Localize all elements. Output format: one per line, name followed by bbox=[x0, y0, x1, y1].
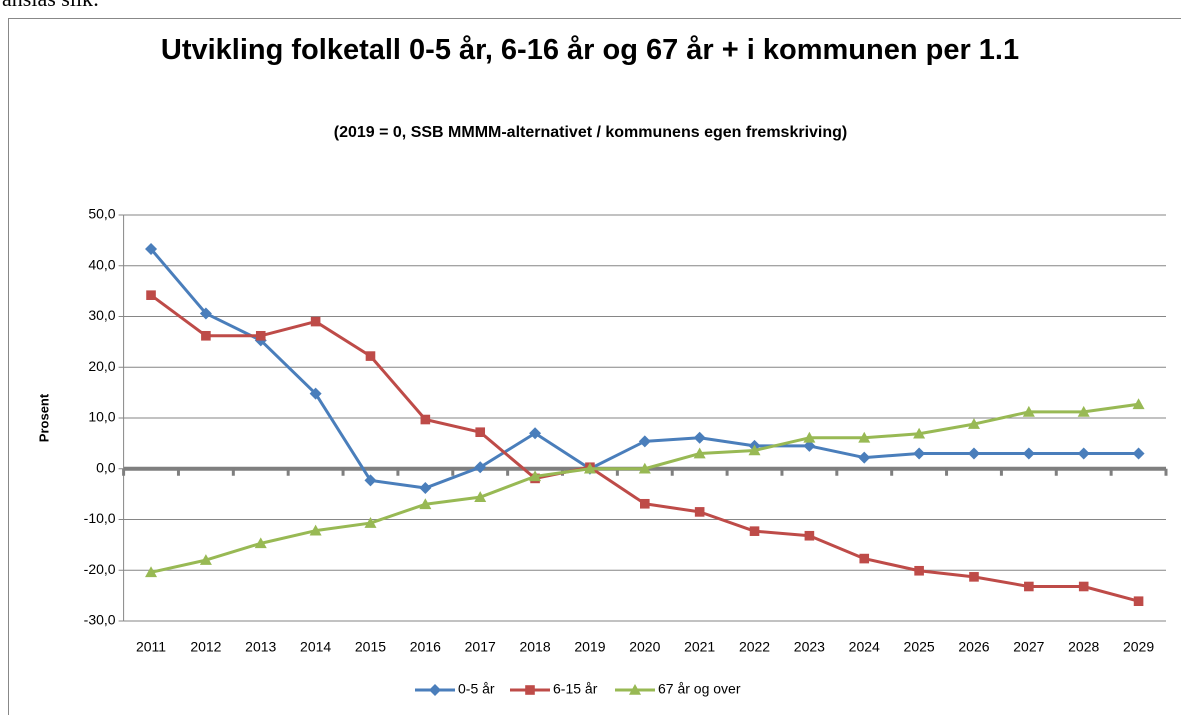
data-point bbox=[145, 243, 158, 256]
data-point bbox=[638, 462, 651, 474]
data-point bbox=[693, 447, 706, 459]
y-tick-label: 0,0 bbox=[96, 459, 116, 475]
data-point bbox=[914, 565, 924, 576]
data-point bbox=[803, 439, 816, 452]
data-point bbox=[475, 427, 486, 438]
data-point bbox=[474, 461, 487, 474]
data-point bbox=[1022, 447, 1035, 460]
data-point bbox=[365, 351, 376, 361]
y-tick-label: 10,0 bbox=[88, 409, 115, 425]
legend-marker bbox=[429, 684, 441, 696]
x-tick-label: 2018 bbox=[519, 639, 550, 655]
series-line bbox=[150, 293, 1139, 603]
data-point bbox=[419, 482, 432, 495]
data-point bbox=[969, 572, 979, 582]
x-tick-label: 2028 bbox=[1068, 639, 1099, 655]
data-point bbox=[145, 566, 158, 578]
data-point bbox=[146, 290, 156, 300]
x-tick-label: 2027 bbox=[1013, 639, 1044, 655]
x-tick-label: 2020 bbox=[629, 639, 660, 655]
x-tick-label: 2013 bbox=[245, 639, 276, 655]
y-tick-label: -30,0 bbox=[84, 612, 116, 628]
series-line bbox=[149, 248, 1139, 490]
data-point bbox=[255, 330, 266, 341]
data-point bbox=[420, 414, 431, 425]
data-point bbox=[529, 427, 542, 440]
data-point bbox=[859, 553, 870, 564]
data-point bbox=[364, 474, 377, 487]
data-point bbox=[858, 451, 871, 464]
data-point bbox=[913, 447, 926, 460]
data-point bbox=[254, 537, 267, 549]
x-tick-label: 2012 bbox=[190, 639, 221, 655]
data-point bbox=[967, 418, 980, 429]
data-point bbox=[310, 316, 321, 327]
legend-label: 6-15 år bbox=[553, 681, 598, 697]
data-point bbox=[748, 444, 761, 456]
data-point bbox=[1133, 596, 1144, 607]
data-point bbox=[749, 526, 760, 536]
data-point bbox=[474, 491, 487, 502]
legend-label: 67 år og over bbox=[658, 681, 741, 697]
data-point bbox=[1132, 398, 1145, 410]
y-tick-label: 20,0 bbox=[88, 358, 115, 374]
data-point bbox=[1078, 581, 1089, 592]
y-axis-label: Prosent bbox=[36, 393, 51, 442]
chart-title: Utvikling folketall 0-5 år, 6-16 år og 6… bbox=[160, 34, 1020, 66]
data-point bbox=[1024, 581, 1034, 592]
data-point bbox=[1132, 447, 1145, 460]
y-tick-label: 50,0 bbox=[88, 206, 115, 222]
x-tick-label: 2019 bbox=[574, 639, 605, 655]
legend-item: 6-15 år bbox=[510, 681, 598, 697]
x-tick-label: 2024 bbox=[849, 639, 880, 655]
y-tick-label: -20,0 bbox=[84, 561, 116, 577]
data-point bbox=[529, 470, 542, 482]
x-tick-label: 2029 bbox=[1123, 639, 1154, 655]
x-tick-label: 2023 bbox=[794, 639, 825, 655]
legend-marker bbox=[525, 685, 535, 695]
y-tick-label: 40,0 bbox=[88, 256, 115, 272]
legend-label: 0-5 år bbox=[458, 681, 495, 697]
x-tick-label: 2026 bbox=[958, 639, 989, 655]
data-point bbox=[803, 431, 816, 443]
intro-text: anslås slik: bbox=[2, 0, 99, 12]
data-point bbox=[638, 435, 651, 448]
legend-marker bbox=[629, 684, 641, 695]
y-tick-label: 30,0 bbox=[88, 307, 115, 323]
data-point bbox=[1022, 405, 1035, 417]
x-tick-label: 2011 bbox=[136, 639, 166, 655]
data-point bbox=[1077, 447, 1090, 460]
data-point bbox=[199, 554, 212, 565]
data-point bbox=[804, 530, 815, 541]
chart-frame bbox=[8, 18, 1181, 715]
x-tick-label: 2016 bbox=[410, 639, 441, 655]
x-tick-label: 2021 bbox=[684, 639, 715, 655]
y-tick-label: -10,0 bbox=[84, 510, 116, 526]
data-point bbox=[583, 462, 596, 474]
x-tick-label: 2017 bbox=[465, 639, 496, 655]
data-point bbox=[640, 498, 650, 509]
chart-subtitle: (2019 = 0, SSB MMMM-alternativet / kommu… bbox=[333, 124, 848, 141]
x-tick-label: 2025 bbox=[904, 639, 935, 655]
legend-item: 0-5 år bbox=[415, 681, 495, 697]
data-point bbox=[693, 431, 706, 444]
series-line bbox=[150, 402, 1139, 574]
data-point bbox=[1077, 405, 1090, 417]
data-point bbox=[364, 517, 377, 528]
data-point bbox=[694, 507, 705, 517]
x-tick-label: 2015 bbox=[355, 639, 386, 655]
data-point bbox=[309, 387, 322, 400]
x-tick-label: 2022 bbox=[739, 639, 770, 655]
data-point bbox=[199, 307, 212, 320]
data-point bbox=[309, 524, 322, 536]
x-tick-label: 2014 bbox=[300, 639, 331, 655]
data-point bbox=[419, 498, 432, 510]
data-point bbox=[913, 427, 926, 439]
data-point bbox=[201, 330, 211, 341]
data-point bbox=[967, 447, 980, 460]
data-point bbox=[858, 431, 871, 443]
